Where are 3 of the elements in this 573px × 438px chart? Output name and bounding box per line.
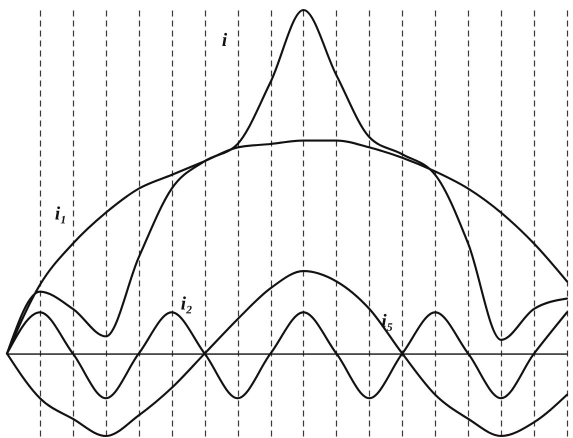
text: i	[222, 30, 228, 52]
series-label: i₂	[180, 293, 193, 314]
series-label: i₁	[54, 204, 67, 225]
